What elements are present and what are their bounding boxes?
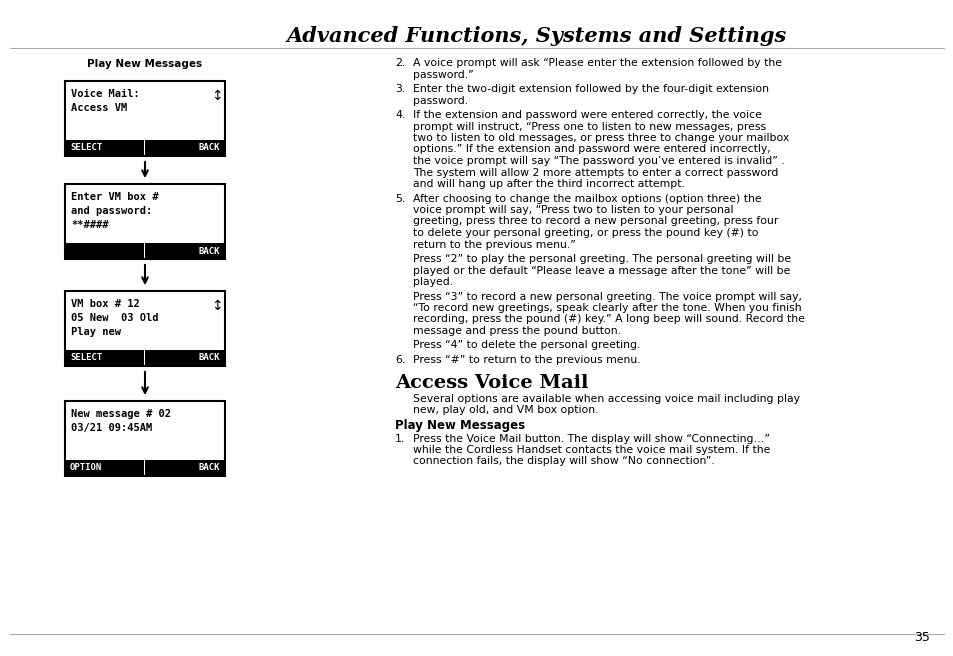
Text: **####: **#### <box>71 220 109 230</box>
Text: BACK: BACK <box>198 144 220 152</box>
Text: the voice prompt will say “The password you’ve entered is invalid” .: the voice prompt will say “The password … <box>413 156 784 166</box>
Text: A voice prompt will ask “Please enter the extension followed by the: A voice prompt will ask “Please enter th… <box>413 58 781 68</box>
Text: Press “#” to return to the previous menu.: Press “#” to return to the previous menu… <box>413 355 640 365</box>
Text: options.” If the extension and password were entered incorrectly,: options.” If the extension and password … <box>413 144 770 155</box>
Text: Play New Messages: Play New Messages <box>395 419 524 432</box>
Text: Access VM: Access VM <box>71 103 127 113</box>
FancyBboxPatch shape <box>145 350 225 366</box>
Text: BACK: BACK <box>198 354 220 363</box>
Text: 35: 35 <box>913 631 929 644</box>
Text: Press “2” to play the personal greeting. The personal greeting will be: Press “2” to play the personal greeting.… <box>413 254 790 264</box>
Text: 6.: 6. <box>395 355 405 365</box>
Text: to delete your personal greeting, or press the pound key (#) to: to delete your personal greeting, or pre… <box>413 228 758 238</box>
Text: Press “4” to delete the personal greeting.: Press “4” to delete the personal greetin… <box>413 340 639 350</box>
Text: Enter VM box #: Enter VM box # <box>71 192 158 202</box>
Text: 1.: 1. <box>395 434 405 443</box>
Text: voice prompt will say, “Press two to listen to your personal: voice prompt will say, “Press two to lis… <box>413 205 733 215</box>
Text: ↕: ↕ <box>211 299 223 313</box>
Text: greeting, press three to record a new personal greeting, press four: greeting, press three to record a new pe… <box>413 216 778 226</box>
FancyBboxPatch shape <box>145 460 225 476</box>
Text: Play New Messages: Play New Messages <box>88 59 202 69</box>
Text: SELECT: SELECT <box>70 354 102 363</box>
FancyBboxPatch shape <box>65 243 144 259</box>
Text: 4.: 4. <box>395 110 405 120</box>
Text: 5.: 5. <box>395 194 405 203</box>
Text: played.: played. <box>413 277 453 287</box>
FancyBboxPatch shape <box>65 184 225 259</box>
Text: 03/21 09:45AM: 03/21 09:45AM <box>71 423 152 433</box>
Text: recording, press the pound (#) key.” A long beep will sound. Record the: recording, press the pound (#) key.” A l… <box>413 314 804 325</box>
Text: new, play old, and VM box option.: new, play old, and VM box option. <box>413 405 598 415</box>
FancyBboxPatch shape <box>145 140 225 156</box>
Text: 3.: 3. <box>395 84 405 94</box>
Text: 2.: 2. <box>395 58 405 68</box>
Text: Voice Mail:: Voice Mail: <box>71 89 139 99</box>
Text: Press the Voice Mail button. The display will show “Connecting…”: Press the Voice Mail button. The display… <box>413 434 769 443</box>
Text: Play new: Play new <box>71 327 121 337</box>
FancyBboxPatch shape <box>65 350 144 366</box>
Text: Advanced Functions, Systems and Settings: Advanced Functions, Systems and Settings <box>287 26 786 46</box>
Text: SELECT: SELECT <box>70 144 102 152</box>
Text: Press “3” to record a new personal greeting. The voice prompt will say,: Press “3” to record a new personal greet… <box>413 291 801 302</box>
Text: After choosing to change the mailbox options (option three) the: After choosing to change the mailbox opt… <box>413 194 760 203</box>
Text: played or the default “Please leave a message after the tone” will be: played or the default “Please leave a me… <box>413 266 789 276</box>
FancyBboxPatch shape <box>65 291 225 366</box>
Text: connection fails, the display will show “No connection”.: connection fails, the display will show … <box>413 457 714 466</box>
Text: and password:: and password: <box>71 206 152 216</box>
Text: Access Voice Mail: Access Voice Mail <box>395 373 588 392</box>
Text: “To record new greetings, speak clearly after the tone. When you finish: “To record new greetings, speak clearly … <box>413 303 801 313</box>
FancyBboxPatch shape <box>65 401 225 476</box>
FancyBboxPatch shape <box>145 243 225 259</box>
FancyBboxPatch shape <box>65 81 225 156</box>
Text: BACK: BACK <box>198 464 220 472</box>
Text: while the Cordless Handset contacts the voice mail system. If the: while the Cordless Handset contacts the … <box>413 445 770 455</box>
FancyBboxPatch shape <box>65 460 144 476</box>
Text: 05 New  03 Old: 05 New 03 Old <box>71 313 158 323</box>
Text: password.”: password.” <box>413 70 474 79</box>
Text: password.: password. <box>413 96 468 106</box>
Text: and will hang up after the third incorrect attempt.: and will hang up after the third incorre… <box>413 179 684 189</box>
Text: prompt will instruct, “Press one to listen to new messages, press: prompt will instruct, “Press one to list… <box>413 121 765 131</box>
Text: ↕: ↕ <box>211 89 223 103</box>
Text: New message # 02: New message # 02 <box>71 409 171 419</box>
Text: VM box # 12: VM box # 12 <box>71 299 139 309</box>
Text: OPTION: OPTION <box>70 464 102 472</box>
FancyBboxPatch shape <box>65 140 144 156</box>
Text: two to listen to old messages, or press three to change your mailbox: two to listen to old messages, or press … <box>413 133 788 143</box>
Text: return to the previous menu.”: return to the previous menu.” <box>413 239 576 249</box>
Text: Enter the two-digit extension followed by the four-digit extension: Enter the two-digit extension followed b… <box>413 84 768 94</box>
Text: BACK: BACK <box>198 247 220 255</box>
Text: The system will allow 2 more attempts to enter a correct password: The system will allow 2 more attempts to… <box>413 167 778 178</box>
Text: message and press the pound button.: message and press the pound button. <box>413 326 620 336</box>
Text: Several options are available when accessing voice mail including play: Several options are available when acces… <box>413 394 800 403</box>
Text: If the extension and password were entered correctly, the voice: If the extension and password were enter… <box>413 110 761 120</box>
